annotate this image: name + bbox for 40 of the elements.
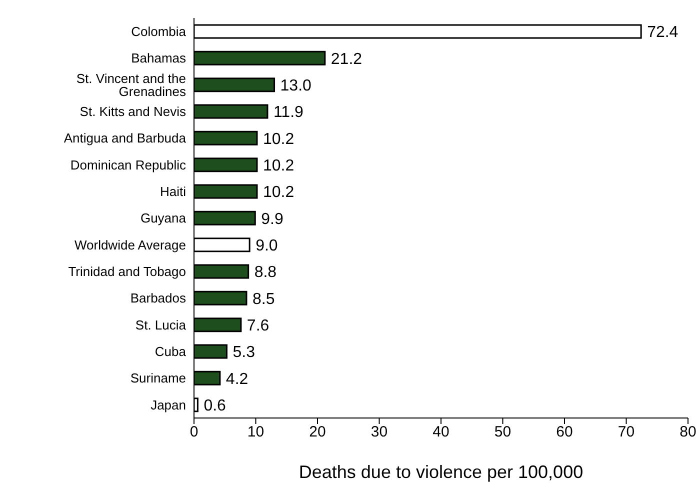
- data-label: 11.9: [273, 104, 304, 122]
- y-tick-label: Worldwide Average: [74, 237, 186, 252]
- y-tick-label: St. Vincent and the Grenadines: [76, 70, 186, 99]
- data-label: 9.9: [261, 210, 284, 228]
- y-tick-label: St. Kitts and Nevis: [80, 104, 186, 119]
- y-tick-label: Colombia: [131, 24, 187, 39]
- data-label: 4.2: [226, 370, 248, 388]
- x-tick-label: 20: [309, 424, 326, 441]
- x-tick-label: 70: [618, 424, 635, 441]
- data-label: 5.3: [232, 344, 256, 362]
- data-label: 8.8: [254, 264, 277, 282]
- data-label: 10.2: [262, 184, 294, 202]
- y-tick-label: Cuba: [154, 344, 187, 359]
- y-tick-label: Guyana: [140, 210, 187, 226]
- data-label: 13.0: [280, 78, 312, 95]
- data-label: 10.2: [262, 158, 294, 175]
- y-tick-label: Bahamas: [131, 50, 186, 66]
- y-tick-label: Suriname: [130, 370, 186, 386]
- x-tick-label: 80: [680, 424, 696, 441]
- x-tick-label: 30: [370, 424, 388, 441]
- data-label: 8.5: [252, 290, 275, 308]
- y-tick-label: Japan: [150, 397, 186, 412]
- data-label: 9.0: [256, 238, 278, 255]
- data-label: 0.6: [204, 398, 226, 415]
- data-label: 72.4: [647, 24, 678, 42]
- x-tick-label: 0: [190, 424, 198, 441]
- x-tick-label: 50: [494, 424, 512, 441]
- x-tick-label: 10: [247, 424, 264, 441]
- y-tick-label: Dominican Republic: [70, 157, 186, 172]
- x-tick-label: 60: [556, 424, 573, 441]
- y-tick-label: Trinidad and Tobago: [68, 264, 186, 279]
- data-label: 21.2: [330, 50, 362, 68]
- y-tick-label: Haiti: [160, 184, 186, 199]
- y-tick-label: Antigua and Barbuda: [64, 130, 187, 146]
- data-label: 10.2: [262, 130, 294, 148]
- y-tick-label: Barbados: [130, 290, 186, 306]
- y-tick-label: St. Lucia: [135, 317, 187, 332]
- x-axis-title: Deaths due to violence per 100,000: [298, 462, 584, 482]
- x-tick-label: 40: [432, 424, 450, 441]
- data-label: 7.6: [246, 318, 270, 335]
